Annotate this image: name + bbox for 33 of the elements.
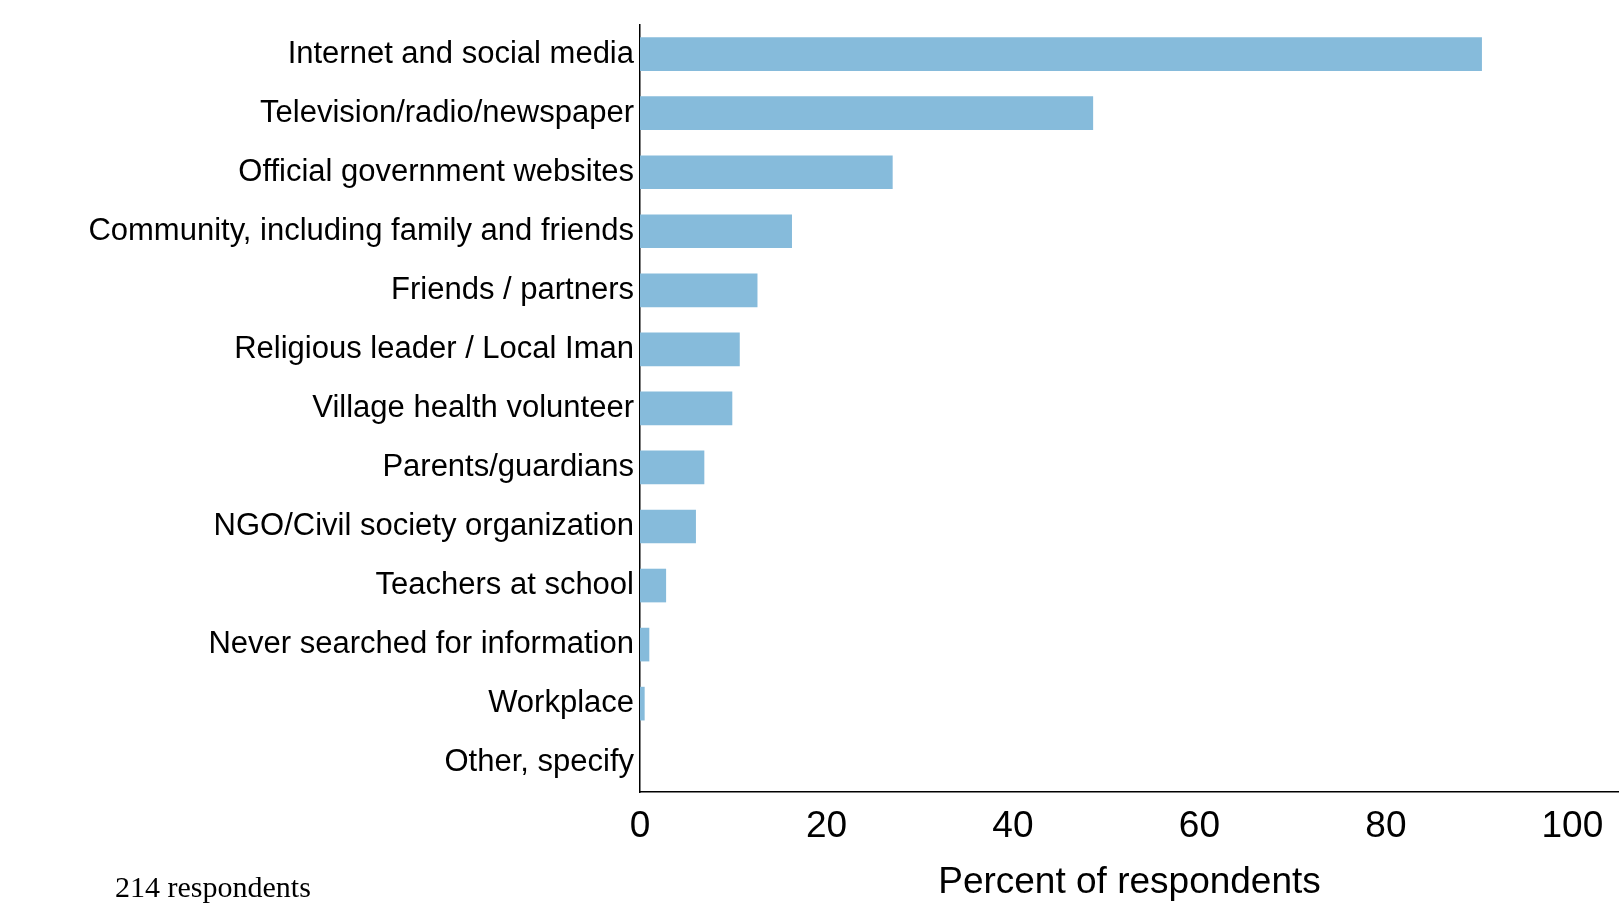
- y-tick-label: Television/radio/newspaper: [260, 93, 634, 129]
- bar: [640, 273, 758, 308]
- y-tick-label: Community, including family and friends: [88, 211, 634, 247]
- bar: [640, 96, 1094, 130]
- bar: [640, 332, 740, 367]
- y-tick-label: Parents/guardians: [382, 447, 634, 483]
- y-tick-label: NGO/Civil society organization: [213, 507, 634, 543]
- x-axis-title: Percent of respondents: [938, 860, 1321, 901]
- bar: [640, 509, 696, 544]
- bar: [640, 391, 733, 426]
- x-tick-label: 100: [1541, 803, 1604, 845]
- y-tick-label: Never searched for information: [208, 625, 634, 661]
- bar: [640, 568, 667, 603]
- x-tick-label: 60: [1178, 803, 1221, 845]
- y-tick-label: Official government websites: [238, 152, 634, 188]
- y-tick-label: Friends / partners: [391, 270, 634, 306]
- text: 214 respondents: [115, 870, 311, 904]
- y-tick-label: Other, specify: [444, 743, 635, 779]
- bar: [640, 686, 645, 721]
- y-tick-label: Internet and social media: [287, 34, 635, 70]
- x-tick-label: 0: [629, 803, 651, 845]
- x-tick-label: 80: [1365, 803, 1407, 845]
- bar: [640, 450, 705, 485]
- y-tick-label: Workplace: [488, 684, 634, 720]
- x-tick-label: 20: [805, 803, 848, 845]
- y-tick-label: Teachers at school: [375, 566, 634, 602]
- bar: [640, 214, 792, 249]
- bar: [640, 627, 650, 662]
- x-tick-label: 40: [992, 803, 1034, 845]
- y-tick-label: Village health volunteer: [312, 388, 634, 424]
- bar: [640, 37, 1482, 71]
- bar: [640, 155, 893, 190]
- y-tick-label: Religious leader / Local Iman: [234, 329, 634, 365]
